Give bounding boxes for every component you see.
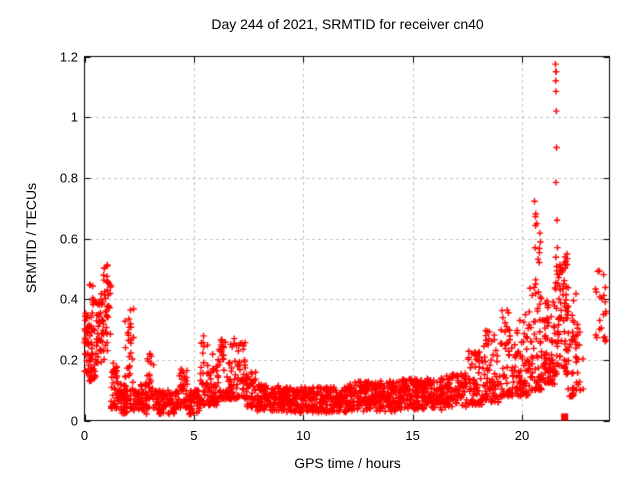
x-tick-label: 5 xyxy=(190,428,198,443)
y-tick-label: 0 xyxy=(70,413,78,428)
chart-title: Day 244 of 2021, SRMTID for receiver cn4… xyxy=(211,16,484,32)
y-tick-label: 0.8 xyxy=(59,170,78,186)
y-tick-label: 0.2 xyxy=(59,352,78,368)
x-tick-label: 20 xyxy=(514,428,530,443)
x-axis-label: GPS time / hours xyxy=(294,455,401,471)
x-tick-label: 10 xyxy=(296,428,311,443)
y-axis-label: SRMTID / TECUs xyxy=(23,182,39,294)
y-tick-label: 1 xyxy=(70,109,78,125)
x-tick-label: 15 xyxy=(405,428,420,443)
y-tick-label: 0.4 xyxy=(59,291,78,307)
y-tick-label: 0.6 xyxy=(59,231,78,246)
y-tick-label: 1.2 xyxy=(59,49,78,64)
x-tick-label: 0 xyxy=(80,428,89,443)
